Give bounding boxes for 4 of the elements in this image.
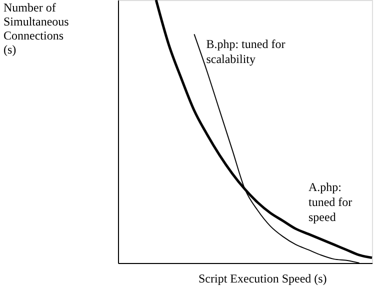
series-label: A.php: tuned for speed — [308, 180, 352, 224]
x-axis-title: Script Execution Speed (s) — [198, 272, 327, 286]
series-label: B.php: tuned for scalability — [206, 37, 286, 66]
y-axis-title: Number of Simultaneous Connections (s) — [4, 0, 70, 56]
